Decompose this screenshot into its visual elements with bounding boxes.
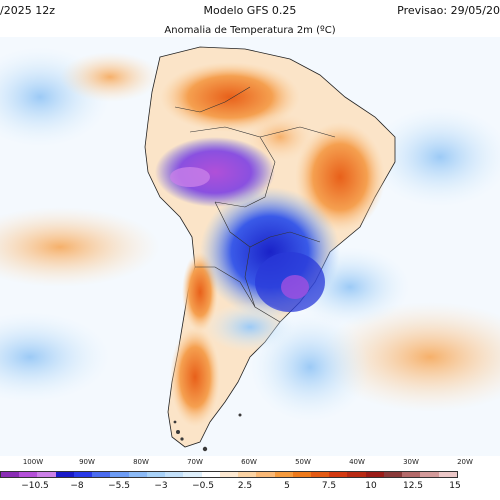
longitude-tick-label: 90W [79, 458, 95, 466]
longitude-tick-label: 30W [403, 458, 419, 466]
ocean-cool-area-southwest [0, 312, 110, 402]
colorbar-segment [420, 472, 439, 477]
cool-anomaly-argentina [205, 302, 295, 352]
ocean-warm-area-west [0, 207, 160, 287]
longitude-axis: 100W 90W 80W 70W 60W 50W 40W 30W 20W [0, 456, 500, 468]
colorbar-label: 15 [449, 481, 461, 491]
colorbar-segment [329, 472, 348, 477]
longitude-tick-label: 60W [241, 458, 257, 466]
colorbar: −10.5 −8 −5.5 −3 −0.5 2.5 5 7.5 10 12.5 15 [0, 470, 500, 500]
colorbar-label: −0.5 [192, 481, 214, 491]
warm-anomaly-patagonia [170, 327, 220, 427]
map-canvas [0, 37, 500, 456]
colorbar-segment [238, 472, 257, 477]
colorbar-segment [165, 472, 184, 477]
colorbar-segment [274, 472, 293, 477]
colorbar-segment [55, 472, 74, 477]
colorbar-segment [347, 472, 366, 477]
colorbar-segment [219, 472, 239, 477]
longitude-tick-label: 70W [187, 458, 203, 466]
colorbar-strip [0, 471, 458, 478]
colorbar-segment [128, 472, 147, 477]
colorbar-segment [402, 472, 421, 477]
map-title: Anomalia de Temperatura 2m (ºC) [164, 25, 336, 36]
colorbar-segment [146, 472, 166, 477]
longitude-tick-label: 100W [22, 458, 44, 466]
colorbar-label: −10.5 [21, 481, 49, 491]
colorbar-label: 2.5 [237, 481, 253, 491]
colorbar-segment [438, 472, 457, 477]
ocean-cool-area-northeast [370, 107, 500, 207]
cold-anomaly-bolivia-peru [155, 137, 275, 207]
colorbar-segment [183, 472, 202, 477]
cold-anomaly-peak-south-brazil [281, 275, 309, 299]
cold-anomaly-peak-andes [170, 167, 210, 187]
colorbar-label: −5.5 [108, 481, 130, 491]
colorbar-segment [310, 472, 330, 477]
colorbar-label: 10 [365, 481, 377, 491]
model-name-label: Modelo GFS 0.25 [203, 4, 297, 17]
colorbar-segment [365, 472, 384, 477]
colorbar-segment [73, 472, 93, 477]
colorbar-segment [201, 472, 220, 477]
colorbar-label: 5 [284, 481, 290, 491]
colorbar-label: 7.5 [321, 481, 337, 491]
temperature-anomaly-map [0, 37, 500, 456]
southern-islands [173, 413, 242, 452]
colorbar-segment [110, 472, 129, 477]
longitude-tick-label: 50W [295, 458, 311, 466]
colorbar-label: −8 [70, 481, 84, 491]
country-borders [174, 86, 336, 323]
run-date-label: /2025 12z [0, 4, 55, 17]
colorbar-segment [256, 472, 275, 477]
longitude-tick-label: 20W [457, 458, 473, 466]
ocean-warm-area-north [60, 52, 160, 102]
longitude-tick-label: 80W [133, 458, 149, 466]
colorbar-label: 12.5 [402, 481, 424, 491]
colorbar-segment [37, 472, 56, 477]
colorbar-segment [19, 472, 38, 477]
map-header: /2025 12z Modelo GFS 0.25 Previsao: 29/0… [0, 0, 500, 36]
colorbar-segment [1, 472, 20, 477]
colorbar-segment [92, 472, 111, 477]
colorbar-label: −3 [154, 481, 168, 491]
longitude-tick-label: 40W [349, 458, 365, 466]
colorbar-segment [383, 472, 403, 477]
colorbar-segment [292, 472, 311, 477]
warm-anomaly-central-north [245, 112, 315, 162]
forecast-date-label: Previsao: 29/05/20 [397, 4, 500, 17]
